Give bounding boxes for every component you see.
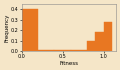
Bar xyxy=(38,50,54,51)
Bar xyxy=(87,41,95,51)
Bar xyxy=(54,50,71,51)
Y-axis label: Frequency: Frequency xyxy=(4,13,9,42)
X-axis label: Fitness: Fitness xyxy=(59,61,78,66)
Bar xyxy=(95,32,104,51)
Bar xyxy=(22,9,38,51)
Bar xyxy=(104,22,112,51)
Bar xyxy=(71,50,87,51)
